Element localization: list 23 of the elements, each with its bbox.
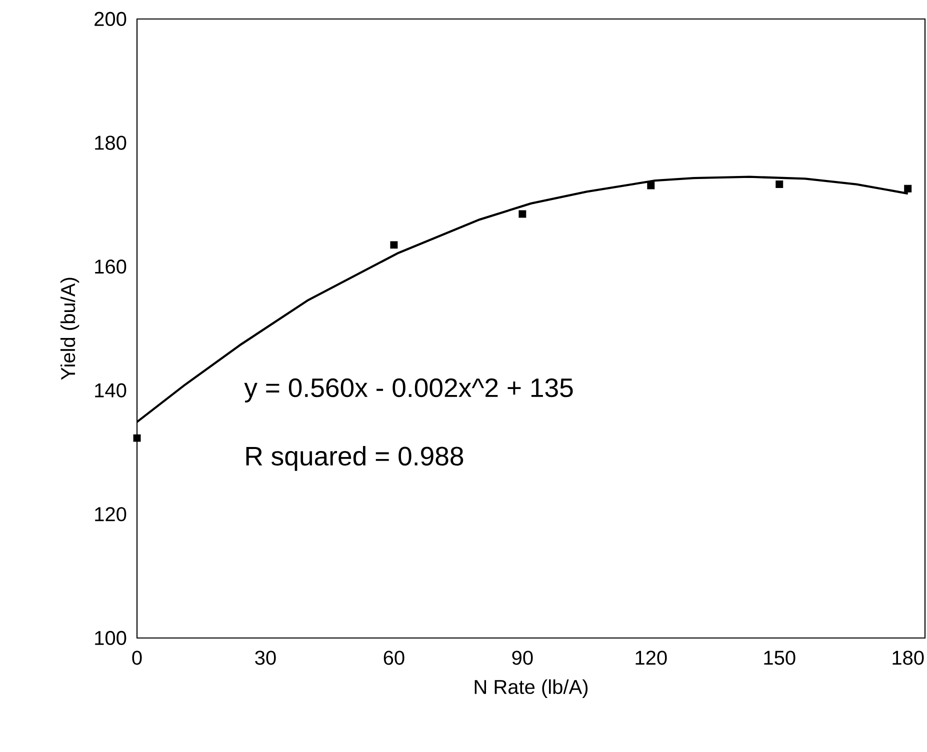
x-axis-title: N Rate (lb/A) xyxy=(474,679,588,698)
y-tick-label: 100 xyxy=(95,630,126,646)
point xyxy=(518,210,526,218)
y-tick-label: 200 xyxy=(94,12,126,26)
y-tick-label: 160 xyxy=(95,260,126,274)
point xyxy=(647,182,655,190)
point xyxy=(133,434,141,442)
x-tick-label: 60 xyxy=(384,650,404,665)
x-tick-label: 30 xyxy=(255,650,276,665)
annotation: R squared = 0.988 xyxy=(246,446,464,471)
x-tick-label: 0 xyxy=(132,650,142,665)
x-tick-label: 180 xyxy=(892,650,924,665)
point xyxy=(904,184,912,192)
y-tick-label: 120 xyxy=(95,507,126,522)
y-tick-label: 140 xyxy=(95,383,126,398)
x-tick-label: 150 xyxy=(764,650,796,665)
y-tick-label: 180 xyxy=(95,136,126,150)
point xyxy=(390,241,398,249)
x-tick-label: 120 xyxy=(636,650,667,665)
point xyxy=(776,180,784,188)
y-axis-title: Yield (bu/A) xyxy=(60,278,80,380)
annotation: y = 0.560x - 0.002x^2 + 135 xyxy=(244,378,573,402)
x-tick-label: 90 xyxy=(512,650,533,665)
